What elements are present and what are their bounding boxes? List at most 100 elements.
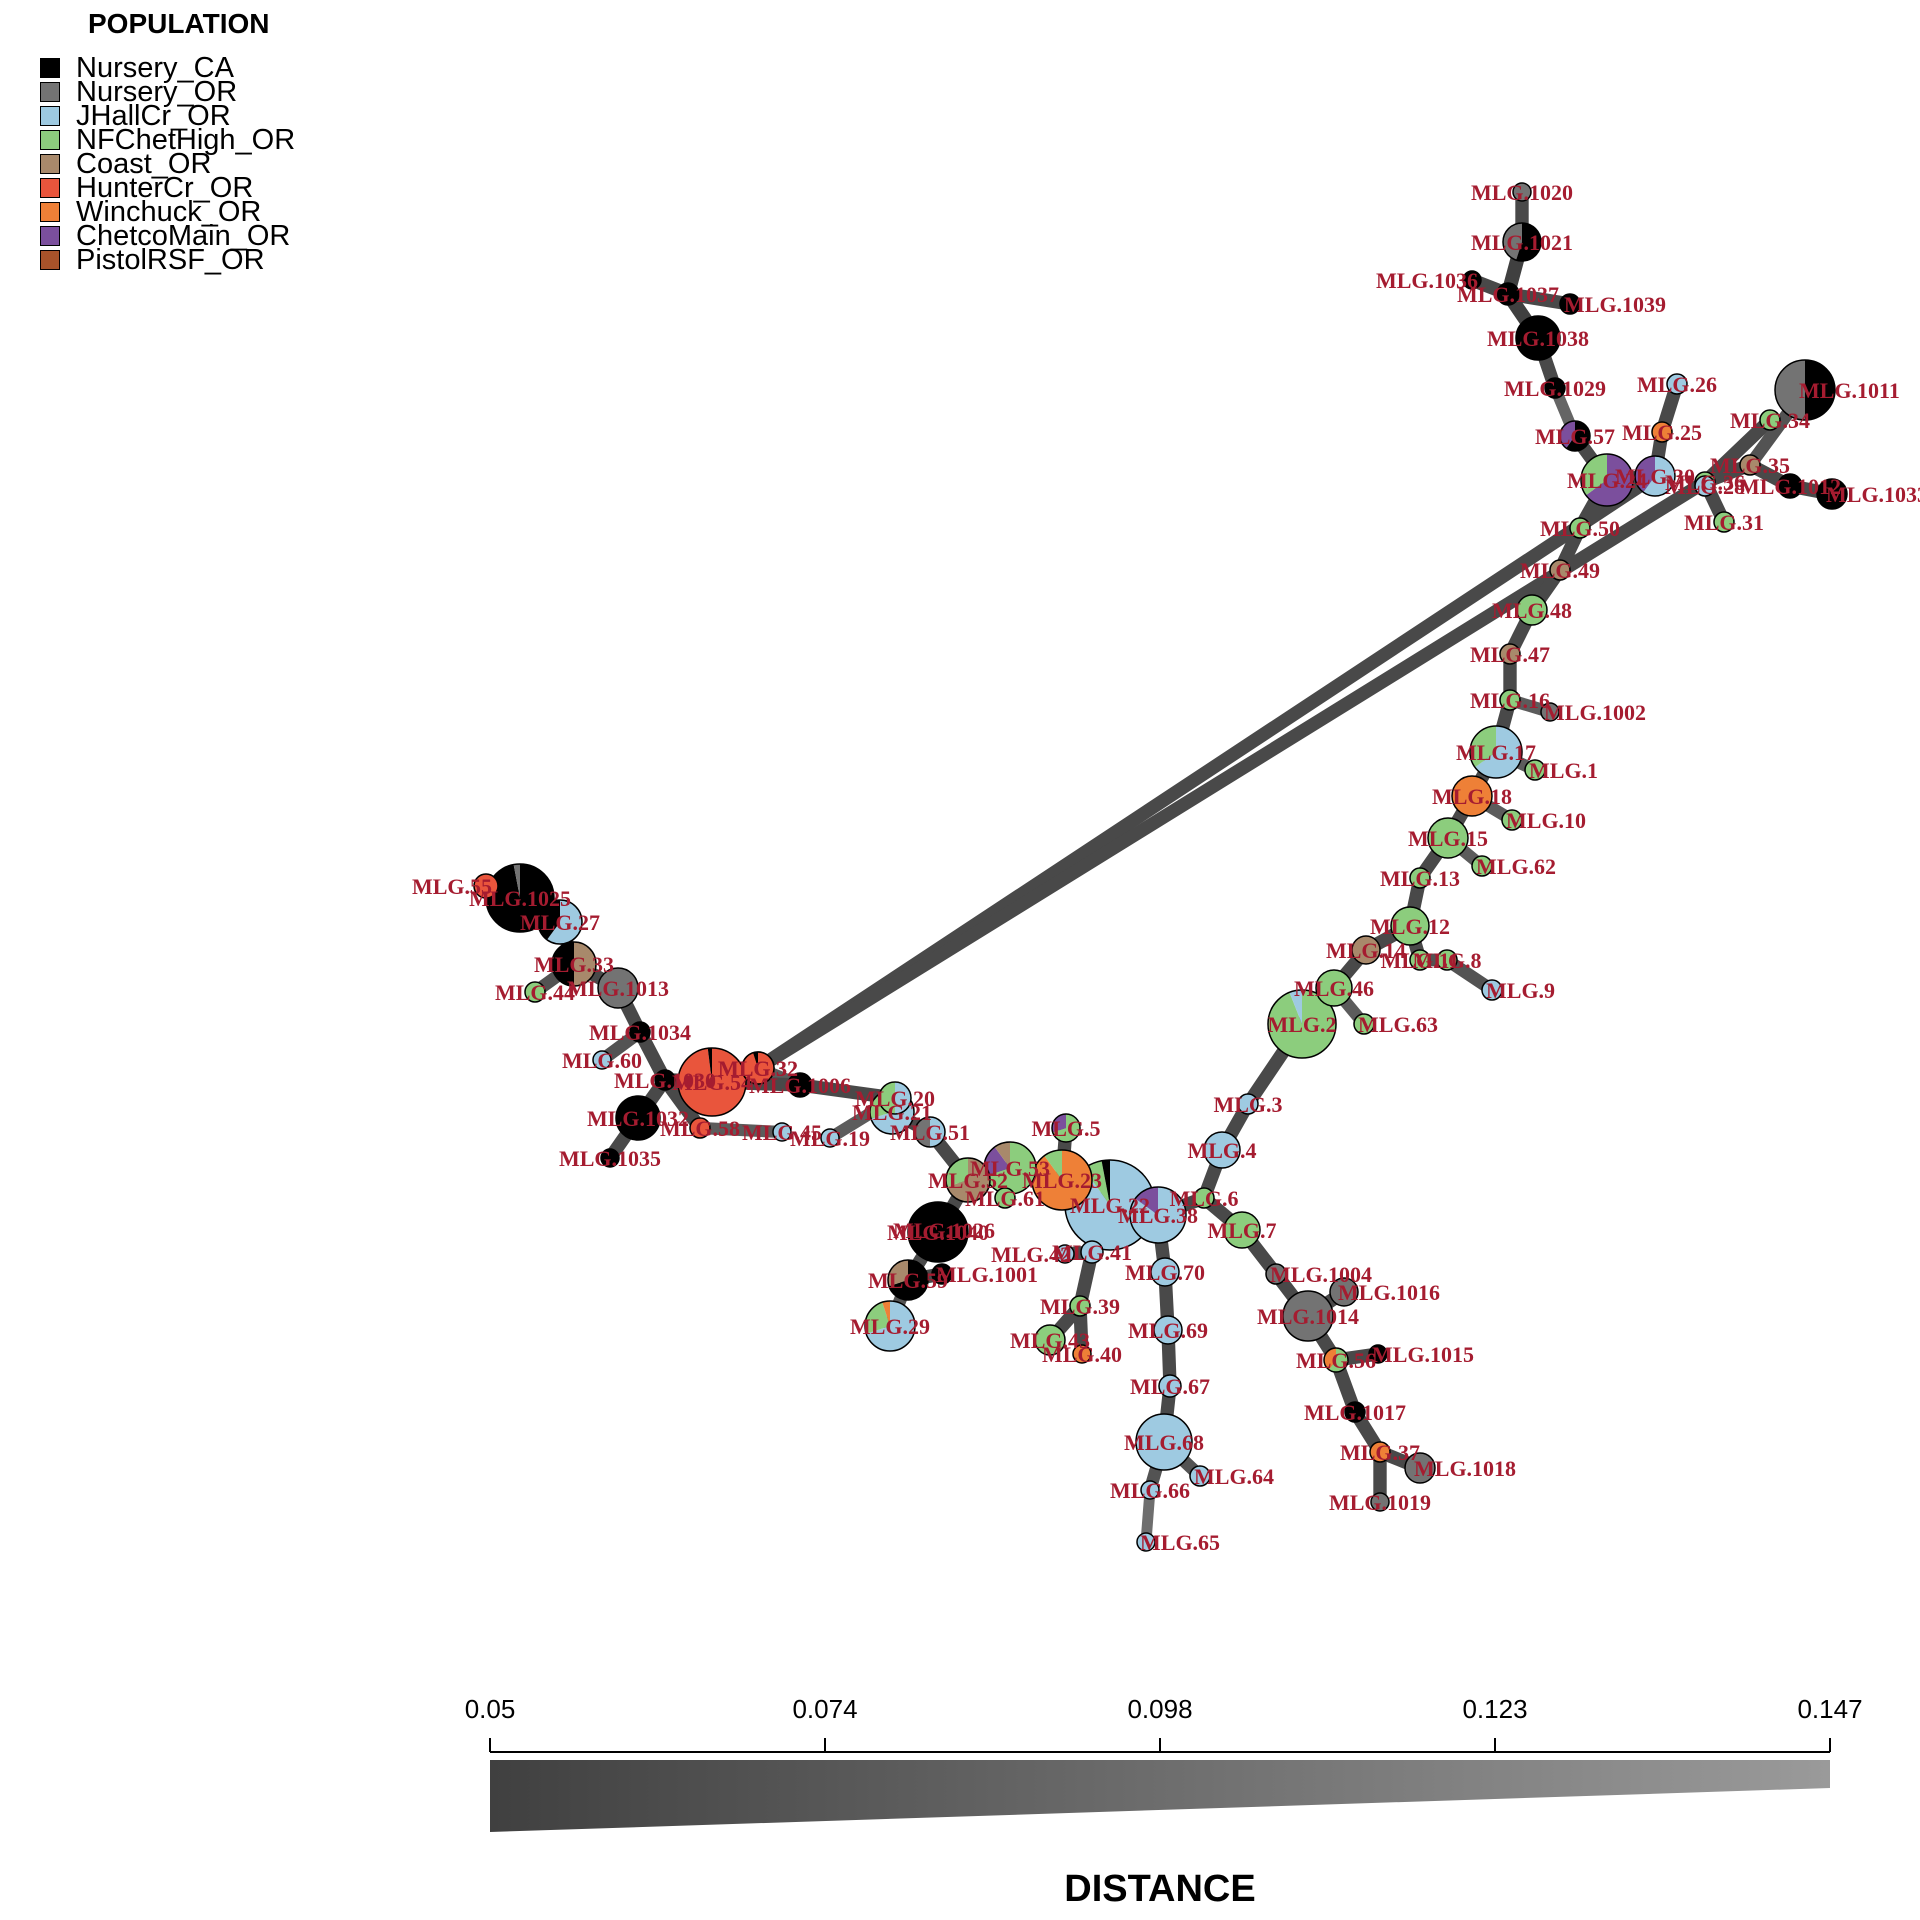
node-label: MLG.25 [1622,420,1702,445]
node-outline [1816,478,1848,510]
node-pie-slice [1410,950,1430,970]
network-node [1777,473,1803,499]
node-outline [1713,511,1735,533]
node-pie-slice [1081,1241,1103,1263]
network-node [1051,1113,1081,1143]
node-label: MLG.2 [1267,1012,1336,1037]
node-label: MLG.33 [534,952,614,977]
scale-tick-label: 0.147 [1797,1694,1863,1724]
node-label: MLG.13 [1380,866,1460,891]
node-outline [1499,689,1521,711]
legend-label: Coast_OR [76,148,212,180]
node-label: MLG.1015 [1372,1342,1474,1367]
node-outline [1237,1093,1259,1115]
node-pie-slice [1581,454,1607,496]
legend-swatch [40,202,60,222]
node-pie-slice [1500,690,1520,710]
legend-item: Winchuck_OR [40,198,295,227]
network-node [629,1021,651,1043]
node-outline [1524,759,1546,781]
node-outline [914,1116,946,1148]
node-label: MLG.12 [1370,914,1450,939]
legend-item: JHallCr_OR [40,102,295,131]
node-pie-slice [1472,856,1492,876]
network-node [878,1081,912,1115]
node-pie-slice [1805,360,1835,420]
node-pie-slice [788,1073,812,1097]
network-node [933,1219,955,1241]
node-label: MLG.1014 [1257,1304,1359,1329]
node-outline [931,1263,953,1285]
node-outline [1499,643,1521,665]
node-label: MLG.9 [1486,978,1555,1003]
node-label: MLG.1021 [1471,230,1573,255]
node-outline [677,1047,747,1117]
node-pie-slice [1101,1160,1110,1205]
node-pie-slice [1352,936,1380,964]
node-outline [1051,1113,1081,1143]
node-label: MLG.39 [1040,1294,1120,1319]
legend-item: ChetcoMain_OR [40,222,295,251]
network-node [1351,935,1381,965]
network-node [485,863,555,933]
scale-title: DISTANCE [1064,1868,1256,1910]
node-outline [1559,293,1581,315]
node-outline [1323,1347,1349,1373]
network-node [677,1047,747,1117]
legend-title: POPULATION [88,8,270,39]
network-node [1694,475,1716,497]
node-pie-slice [1474,726,1523,779]
network-node [1515,315,1561,361]
node-pie-slice [1566,421,1591,451]
node-pie-slice [1316,970,1352,1006]
node-label: MLG.1035 [559,1146,661,1171]
node-label: MLG.31 [1684,510,1764,535]
node-pie-slice [538,900,560,940]
node-outline [1501,809,1523,831]
node-label: MLG.51 [890,1120,970,1145]
node-label: MLG.60 [562,1048,642,1073]
node-label: MLG.1006 [749,1073,851,1098]
node-pie-slice [821,1129,839,1147]
node-pie-slice [1500,644,1520,664]
scale-tick-label: 0.05 [464,1694,516,1724]
network-node [1516,594,1548,626]
network-node [597,967,639,1009]
node-pie-slice [1560,294,1580,314]
network-node [1136,1532,1156,1552]
network-node [1436,949,1458,971]
legend-swatch [40,154,60,174]
node-label: MLG.1037 [1457,282,1559,307]
node-outline [1080,1240,1104,1264]
node-pie-slice [932,1264,952,1284]
node-outline [887,1259,929,1301]
node-label: MLG.1002 [1544,700,1646,725]
node-outline [615,1095,661,1141]
legend-swatch [40,82,60,102]
network-node [1237,1093,1259,1115]
network-node [1499,689,1521,711]
node-pie-slice [1516,316,1560,360]
node-outline [933,1219,955,1241]
network-node [1323,1347,1349,1373]
node-outline [1512,182,1532,202]
node-label: MLG.32 [718,1056,798,1081]
node-outline [597,967,639,1009]
node-label: MLG.1 [1529,758,1598,783]
node-label: MLG.44 [495,980,575,1005]
node-outline [629,1021,651,1043]
node-label: MLG.1040 [887,1220,989,1245]
node-outline [1759,409,1781,431]
node-label: MLG.1034 [589,1020,691,1045]
node-outline [1502,222,1542,262]
network-node [1031,1149,1093,1211]
node-outline [1193,1187,1215,1209]
population-legend: POPULATION Nursery_CA Nursery_OR JHallCr_O… [40,8,295,275]
node-label: MLG.1013 [567,976,669,1001]
node-outline [1666,373,1688,395]
node-label: MLG.67 [1130,1374,1210,1399]
node-label: MLG.26 [1637,372,1717,397]
network-node [787,1072,813,1098]
network-node [1540,702,1560,722]
